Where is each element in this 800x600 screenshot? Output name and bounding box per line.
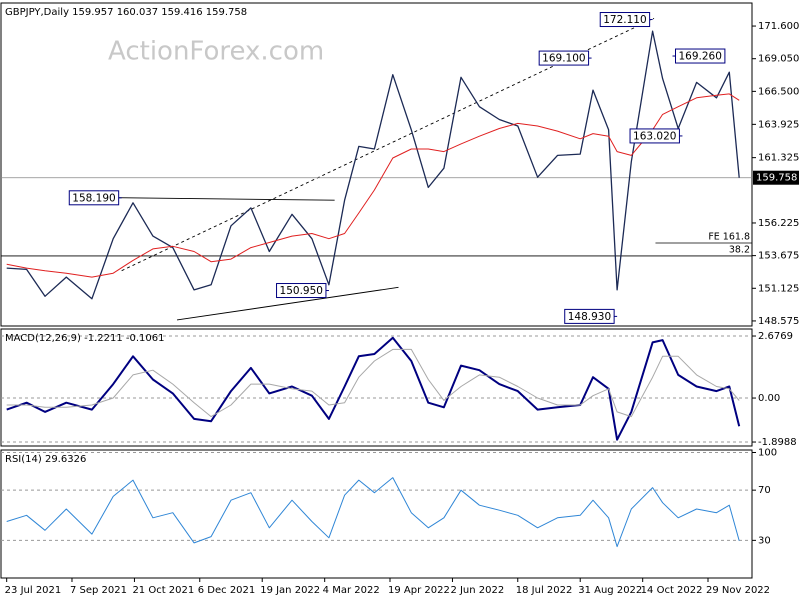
y-tick-label: 148.575: [758, 316, 799, 327]
x-tick-label: 6 Dec 2021: [198, 585, 256, 596]
panel-title: GBPJPY,Daily 159.957 160.037 159.416 159…: [5, 7, 247, 18]
last-price-box: [753, 170, 799, 185]
y-tick-label: 100: [758, 448, 777, 459]
x-tick-label: 19 Apr 2022: [388, 585, 450, 596]
annotation-label: 169.260: [678, 51, 721, 63]
x-tick-label: 7 Sep 2021: [70, 585, 127, 596]
y-tick-label: 2.6769: [758, 331, 793, 342]
y-tick-label: 169.050: [758, 54, 799, 65]
x-tick-label: 29 Nov 2022: [706, 585, 770, 596]
x-tick-label: 23 Jul 2021: [5, 585, 62, 596]
x-tick-label: 2 Jun 2022: [450, 585, 504, 596]
series-line: [6, 93, 740, 278]
annotation-label: 158.190: [72, 192, 115, 204]
annotation-label: 150.950: [280, 285, 323, 297]
y-tick-label: 30: [758, 535, 771, 546]
panel-title: MACD(12,26,9) -1.2211 -0.1061: [5, 333, 165, 344]
series-line: [6, 348, 740, 418]
series-line: [6, 477, 740, 548]
y-tick-label: 70: [758, 485, 771, 496]
x-tick-label: 19 Jan 2022: [260, 585, 320, 596]
fib-label: FE 161.8: [708, 232, 750, 243]
annotation-box: [674, 48, 726, 64]
annotation-box: [538, 50, 590, 66]
series-line: [6, 30, 740, 300]
x-tick-label: 31 Aug 2022: [578, 585, 642, 596]
trend-line: [113, 197, 335, 201]
panel-frame: [0, 2, 753, 327]
x-tick-label: 14 Oct 2022: [641, 585, 703, 596]
last-price-label: 159.758: [756, 173, 797, 184]
series-line: [6, 336, 741, 441]
annotation-box: [276, 283, 327, 299]
panel-title: RSI(14) 29.6326: [5, 454, 86, 465]
x-tick-label: 4 Mar 2022: [323, 585, 380, 596]
annotation-label: 169.100: [542, 53, 585, 65]
annotation-box: [564, 308, 615, 324]
y-tick-label: 163.925: [758, 119, 799, 130]
y-tick-label: 171.600: [758, 21, 799, 32]
annotation-label: 163.020: [633, 130, 676, 142]
annotation-box: [68, 190, 120, 206]
y-tick-label: -1.8988: [758, 437, 797, 448]
fib-label: 38.2: [729, 245, 750, 256]
annotation-box: [599, 12, 651, 28]
y-tick-label: 151.125: [758, 283, 799, 294]
panel-frame: [0, 328, 753, 447]
annotation-label: 172.110: [603, 14, 646, 26]
annotation-box: [629, 128, 680, 144]
trend-line: [176, 286, 399, 321]
trend-line: [121, 17, 655, 272]
panel-frame: [0, 449, 753, 579]
annotation-label: 148.930: [568, 311, 611, 323]
y-tick-label: 156.225: [758, 218, 799, 229]
y-tick-label: 153.675: [758, 251, 799, 262]
y-tick-label: 0.00: [758, 393, 780, 404]
watermark: ActionForex.com: [108, 37, 324, 67]
x-tick-label: 18 Jul 2022: [516, 585, 573, 596]
x-tick-label: 21 Oct 2021: [132, 585, 194, 596]
y-tick-label: 161.325: [758, 153, 799, 164]
y-tick-label: 166.500: [758, 86, 799, 97]
